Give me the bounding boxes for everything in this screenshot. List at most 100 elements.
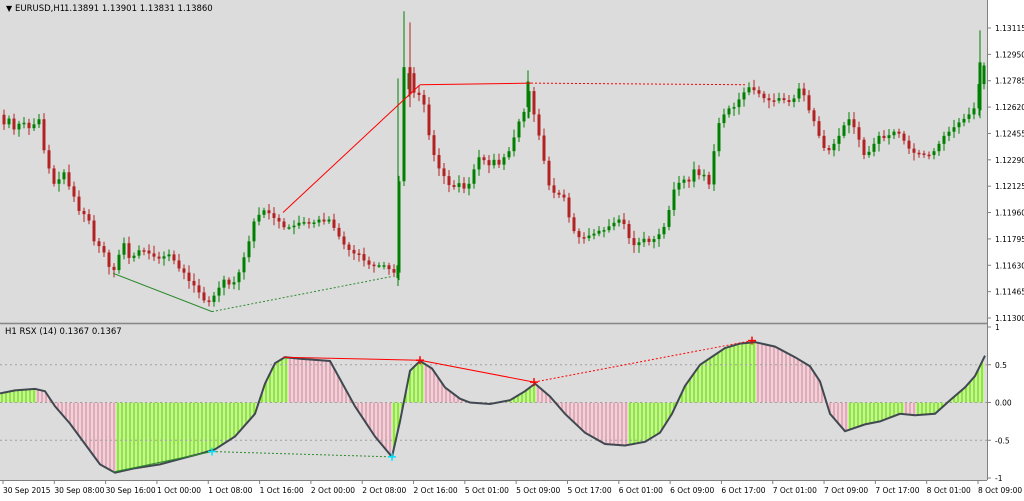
candle [157, 251, 161, 264]
candle [657, 228, 661, 247]
candle [367, 256, 371, 270]
symbol-dropdown-icon[interactable]: ▼ [6, 4, 13, 13]
candle [247, 235, 251, 263]
candle [602, 227, 606, 238]
candle [747, 82, 751, 96]
candle [282, 218, 286, 230]
candle [402, 11, 406, 167]
candle [272, 207, 276, 226]
candle [912, 143, 916, 161]
candle [182, 264, 186, 280]
candle [547, 156, 551, 191]
candle [472, 164, 476, 189]
candle [142, 247, 146, 256]
candle [232, 276, 236, 290]
candle [722, 108, 726, 128]
candle [337, 223, 341, 240]
candle [432, 130, 436, 162]
candle [12, 113, 16, 135]
time-tick-label: 2 Oct 16:00 [414, 486, 458, 495]
candle [937, 140, 941, 156]
price-tick-label: 1.12950 [995, 50, 1024, 59]
candle [27, 118, 31, 135]
candle [347, 242, 351, 257]
candle [167, 249, 171, 262]
time-axis[interactable]: 30 Sep 2015 30 Sep 08:00 30 Sep 16:00 1 Oct… [2, 480, 1022, 495]
candle [452, 180, 456, 190]
candle [777, 92, 781, 104]
candle [907, 135, 911, 155]
candle [927, 151, 931, 160]
divergence-line [282, 356, 421, 361]
candle [802, 82, 806, 102]
candle [647, 235, 651, 246]
candle [362, 247, 366, 267]
candle [852, 112, 856, 134]
candle [667, 205, 671, 231]
candle [82, 207, 86, 223]
candle [492, 153, 496, 169]
candle [526, 70, 530, 119]
time-tick-label: 30 Sep 08:00 [54, 486, 104, 495]
indicator-label: H1 RSX (14) 0.1367 0.1367 [5, 327, 122, 337]
candle [532, 87, 536, 122]
divergence-marker [748, 336, 756, 345]
candle [396, 78, 400, 287]
candle [202, 286, 206, 303]
rsx-axis[interactable]: 1 0.5 0.00 -0.5 -1 [987, 323, 1012, 483]
candle [277, 214, 281, 229]
candle [877, 131, 881, 152]
candle [612, 217, 616, 231]
symbol-label: EURUSD,H1 [15, 4, 65, 14]
candle [227, 277, 231, 289]
candle [497, 153, 501, 168]
price-divergence-lines [112, 82, 746, 313]
candle [427, 97, 431, 140]
price-axis[interactable]: 1.13115 1.12950 1.12785 1.12620 1.12455 1.122… [987, 24, 1024, 323]
candle [632, 230, 636, 253]
candle [287, 224, 291, 230]
rsx-tick-label: -0.5 [995, 436, 1010, 445]
candle [7, 115, 11, 129]
candle [52, 165, 56, 187]
candle [477, 149, 481, 176]
candle [312, 219, 316, 228]
candle [537, 108, 541, 141]
price-tick-label: 1.12620 [995, 103, 1024, 112]
candle [692, 161, 696, 188]
candle [682, 175, 686, 189]
candle [107, 249, 111, 275]
candle [487, 155, 491, 174]
price-tick-label: 1.12785 [995, 77, 1024, 86]
candle [122, 237, 126, 260]
candle [892, 129, 896, 139]
candle [642, 231, 646, 247]
candle [672, 181, 676, 216]
candle [972, 102, 976, 120]
time-tick-label: 2 Oct 00:00 [311, 486, 355, 495]
candle [572, 213, 576, 234]
time-tick-label: 8 Oct 09:00 [978, 486, 1022, 495]
candle [902, 130, 906, 145]
candle [112, 263, 116, 278]
candle [947, 126, 951, 142]
candle [457, 175, 461, 193]
time-tick-label: 7 Oct 01:00 [773, 486, 817, 495]
candle [252, 218, 256, 249]
candle [117, 249, 121, 274]
candle [377, 262, 381, 269]
candle [387, 262, 391, 275]
candle [817, 116, 821, 139]
rsx-line [0, 341, 986, 474]
candle [597, 226, 601, 237]
candle [582, 232, 586, 244]
time-tick-label: 2 Oct 08:00 [362, 486, 406, 495]
divergence-line [112, 451, 213, 473]
candle [757, 86, 761, 98]
candle [882, 130, 886, 142]
candle [517, 118, 521, 143]
divergence-marker [208, 447, 216, 456]
candle [557, 189, 561, 198]
